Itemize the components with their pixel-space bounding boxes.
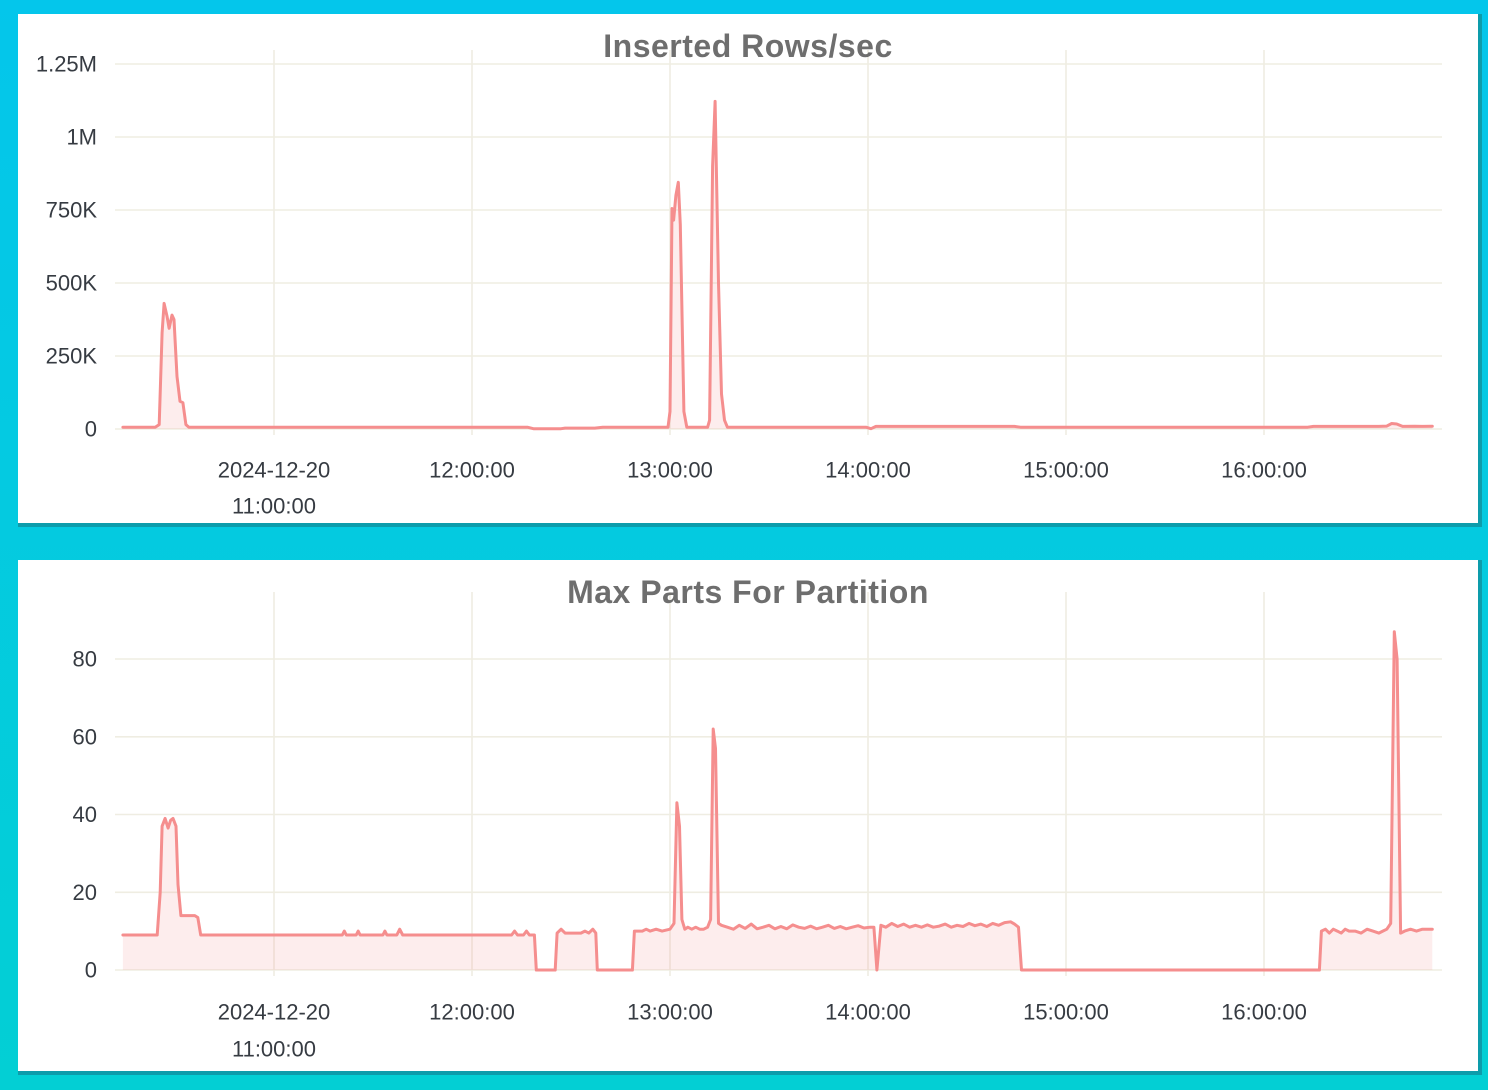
x-axis-label: 2024-12-20	[218, 1000, 331, 1025]
chart-panel-max-parts: Max Parts For Partition 0 20 40 60 80 2024-12…	[18, 560, 1482, 1075]
y-axis-label: 0	[85, 958, 97, 983]
max-parts-chart[interactable]: 0 20 40 60 80 2024-12-20 11:00:00 12:00:00 13:00…	[18, 560, 1478, 1071]
x-axis-label: 15:00:00	[1023, 458, 1109, 483]
series-line	[121, 99, 1434, 431]
x-axis-label: 13:00:00	[627, 458, 713, 483]
y-axis-label: 0	[85, 417, 97, 442]
y-axis-label: 40	[73, 802, 97, 827]
inserted-rows-chart[interactable]: 0 250K 500K 750K 1M 1.25M 2024-12-20 11:00:00 12…	[18, 14, 1478, 523]
series-area	[122, 101, 1433, 430]
x-axis-label: 14:00:00	[825, 1000, 911, 1025]
y-axis-label: 80	[73, 647, 97, 672]
y-axis-label: 1M	[66, 125, 97, 150]
x-axis-label-time: 11:00:00	[232, 494, 316, 519]
series-line	[121, 630, 1434, 972]
x-axis-label: 16:00:00	[1221, 1000, 1307, 1025]
x-axis-label: 14:00:00	[825, 458, 911, 483]
y-axis-label: 500K	[46, 271, 98, 296]
x-axis-label: 16:00:00	[1221, 458, 1307, 483]
chart-panel-inserted-rows: Inserted Rows/sec 0 250K 500K 750K 1M 1.25M 20…	[18, 14, 1482, 527]
x-axis-label: 2024-12-20	[218, 458, 331, 483]
series-area	[122, 631, 1433, 970]
x-axis-label: 12:00:00	[429, 458, 515, 483]
y-axis-label: 250K	[46, 344, 98, 369]
y-axis-label: 20	[73, 880, 97, 905]
y-axis-label: 750K	[46, 198, 98, 223]
x-axis-label: 12:00:00	[429, 1000, 515, 1025]
y-axis-label: 60	[73, 724, 97, 749]
x-axis-label: 13:00:00	[627, 1000, 713, 1025]
x-axis-label-time: 11:00:00	[232, 1037, 316, 1062]
y-axis-label: 1.25M	[36, 52, 97, 77]
x-axis-label: 15:00:00	[1023, 1000, 1109, 1025]
